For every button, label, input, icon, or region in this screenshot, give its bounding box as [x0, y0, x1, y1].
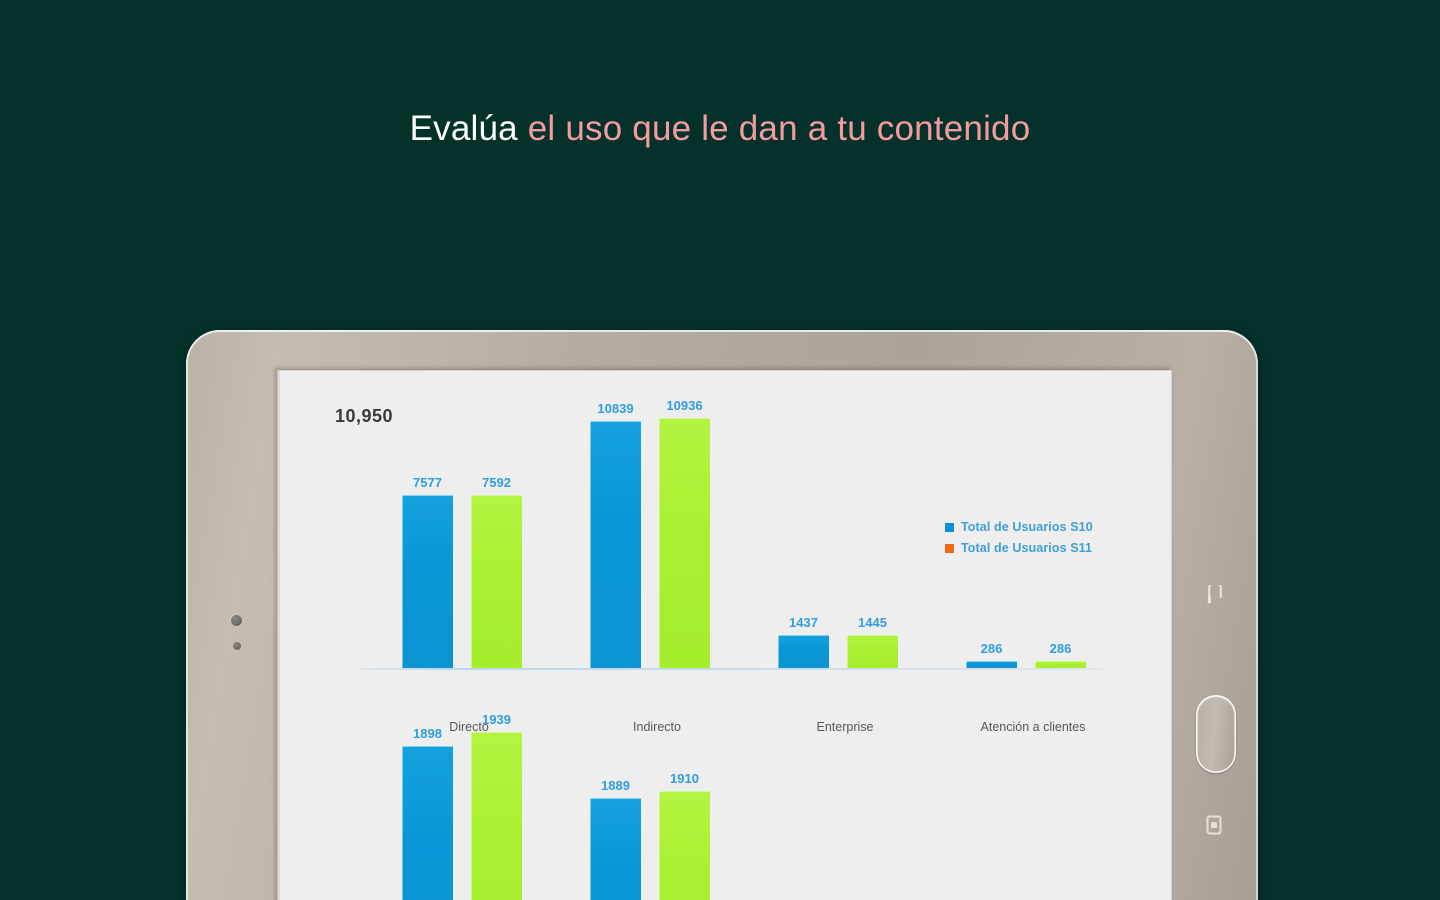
bar-value-label: 1445	[858, 615, 887, 630]
bar-s11[interactable]: 1939	[471, 712, 522, 900]
bar-value-label: 7577	[413, 475, 442, 490]
chart-legend: Total de Usuarios S10 Total de Usuarios …	[945, 520, 1093, 562]
category-label: Indirecto	[633, 720, 681, 734]
bar-value-label: 1889	[601, 778, 630, 793]
screen-left-edge	[277, 370, 280, 900]
bar-s10[interactable]: 1889	[590, 778, 641, 900]
chart-top: 10,950 7577 7592 Directo	[277, 370, 1172, 734]
recents-icon[interactable]	[1206, 815, 1224, 835]
page-title: Evalúa el uso que le dan a tu contenido	[0, 106, 1440, 151]
category-label: Atención a clientes	[980, 720, 1086, 734]
plot-area-top: 7577 7592 Directo 10839 10936	[358, 398, 1106, 734]
tablet-device: 10,950 7577 7592 Directo	[186, 330, 1258, 900]
bar-value-label: 1437	[789, 615, 818, 630]
bar-group: 10839 10936	[576, 398, 736, 668]
tablet-screen[interactable]: 10,950 7577 7592 Directo	[277, 370, 1172, 900]
plot-area-bottom: 1898 1939 1889 1910	[358, 708, 1106, 900]
legend-swatch-icon	[945, 543, 954, 553]
bar-value-label: 7592	[482, 475, 511, 490]
bar-group: 1437 1445	[764, 418, 924, 668]
category-label: Directo	[449, 720, 489, 734]
bar-group: 1898 1939	[388, 712, 548, 900]
bar-s11[interactable]: 7592	[471, 475, 522, 668]
x-axis-line	[358, 668, 1106, 670]
bar-value-label: 286	[1049, 641, 1072, 656]
headphone-jack-icon	[1206, 581, 1224, 607]
legend-label: Total de Usuarios S10	[961, 520, 1093, 534]
bar-s10[interactable]: 1437	[778, 615, 829, 668]
category-label: Enterprise	[816, 720, 874, 734]
axis-max-label: 10,950	[335, 406, 394, 426]
bar-s11[interactable]: 1910	[659, 771, 710, 900]
bar-s11[interactable]: 1445	[847, 615, 898, 668]
bar-s11[interactable]: 286	[1035, 641, 1086, 668]
bar-value-label: 10936	[666, 398, 703, 413]
bar-value-label: 286	[980, 641, 1003, 656]
bar-s11[interactable]: 10936	[659, 398, 710, 668]
bar-s10[interactable]: 286	[966, 641, 1017, 668]
bar-value-label: 10839	[597, 401, 634, 416]
home-button[interactable]	[1196, 695, 1236, 773]
bar-s10[interactable]: 7577	[402, 475, 453, 668]
headline-pink-part: el uso que le dan a tu contenido	[527, 109, 1031, 148]
chart-bottom: 1898 1939 1889 1910	[277, 708, 1172, 900]
bar-group: 7577 7592	[388, 418, 548, 668]
legend-item[interactable]: Total de Usuarios S10	[945, 520, 1093, 534]
bar-value-label: 1898	[413, 726, 442, 741]
headline-white-part: Evalúa	[409, 109, 528, 148]
bar-value-label: 1939	[482, 712, 511, 727]
bar-s10[interactable]: 1898	[402, 726, 453, 900]
bar-s10[interactable]: 10839	[590, 401, 641, 668]
sensor-dot-icon	[233, 642, 241, 650]
bar-group: 286 286	[952, 418, 1112, 668]
legend-item[interactable]: Total de Usuarios S11	[945, 541, 1093, 555]
legend-label: Total de Usuarios S11	[961, 541, 1093, 555]
legend-swatch-icon	[945, 522, 954, 532]
camera-dot-icon	[231, 615, 242, 626]
bar-group: 1889 1910	[576, 732, 736, 900]
bar-value-label: 1910	[670, 771, 699, 786]
